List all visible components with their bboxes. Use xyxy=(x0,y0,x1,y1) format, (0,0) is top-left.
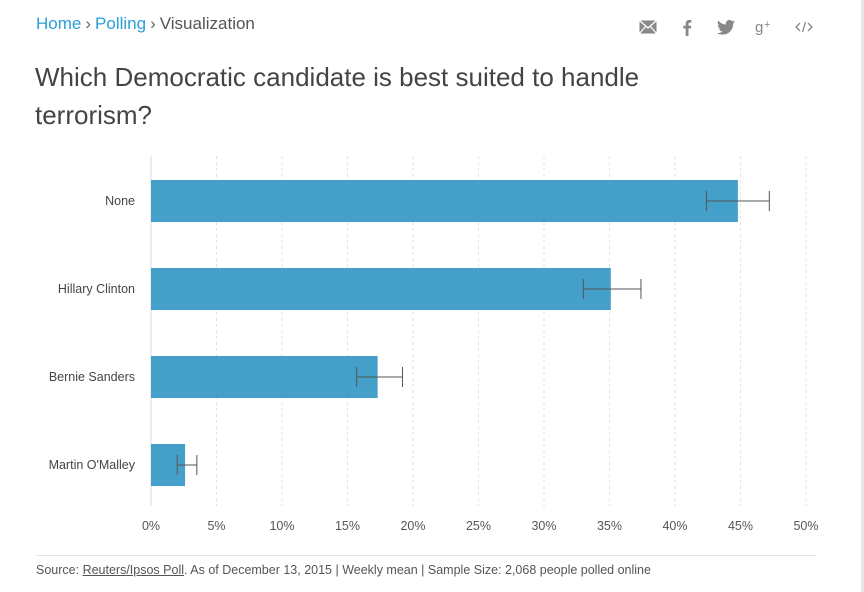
email-icon[interactable] xyxy=(628,16,667,38)
facebook-icon[interactable] xyxy=(667,16,706,38)
bar xyxy=(151,180,738,222)
x-tick-label: 30% xyxy=(531,519,556,533)
google-plus-icon[interactable]: g + xyxy=(745,16,784,38)
bar xyxy=(151,356,378,398)
x-tick-label: 40% xyxy=(662,519,687,533)
page-title: Which Democratic candidate is best suite… xyxy=(35,62,640,130)
x-tick-label: 25% xyxy=(466,519,491,533)
x-tick-label: 50% xyxy=(793,519,818,533)
svg-text:g: g xyxy=(755,19,763,35)
x-tick-label: 15% xyxy=(335,519,360,533)
share-bar: g + xyxy=(628,16,823,38)
x-tick-label: 10% xyxy=(269,519,294,533)
breadcrumb-separator: › xyxy=(150,14,156,33)
breadcrumb-current: Visualization xyxy=(159,14,255,33)
category-label: Martin O'Malley xyxy=(49,458,136,472)
breadcrumb-separator: › xyxy=(85,14,92,33)
source-note: Source: Reuters/Ipsos Poll. As of Decemb… xyxy=(36,563,651,577)
breadcrumb-polling-link[interactable]: Polling xyxy=(95,14,147,33)
x-tick-label: 5% xyxy=(207,519,225,533)
x-tick-label: 20% xyxy=(400,519,425,533)
x-tick-label: 45% xyxy=(728,519,753,533)
svg-text:+: + xyxy=(764,19,770,31)
breadcrumb-home-link[interactable]: Home xyxy=(36,14,82,33)
source-prefix: Source: xyxy=(36,563,83,577)
source-link[interactable]: Reuters/Ipsos Poll xyxy=(82,563,184,577)
x-tick-label: 0% xyxy=(142,519,160,533)
breadcrumb: Home › Polling › Visualization xyxy=(36,14,255,34)
source-details: . As of December 13, 2015 | Weekly mean … xyxy=(184,563,651,577)
x-tick-label: 35% xyxy=(597,519,622,533)
category-label: None xyxy=(105,194,135,208)
divider xyxy=(36,555,816,556)
category-label: Hillary Clinton xyxy=(58,282,135,296)
twitter-icon[interactable] xyxy=(706,16,745,38)
category-label: Bernie Sanders xyxy=(49,370,135,384)
embed-code-icon[interactable] xyxy=(784,16,823,38)
bar xyxy=(151,268,611,310)
page-edge xyxy=(861,0,864,592)
